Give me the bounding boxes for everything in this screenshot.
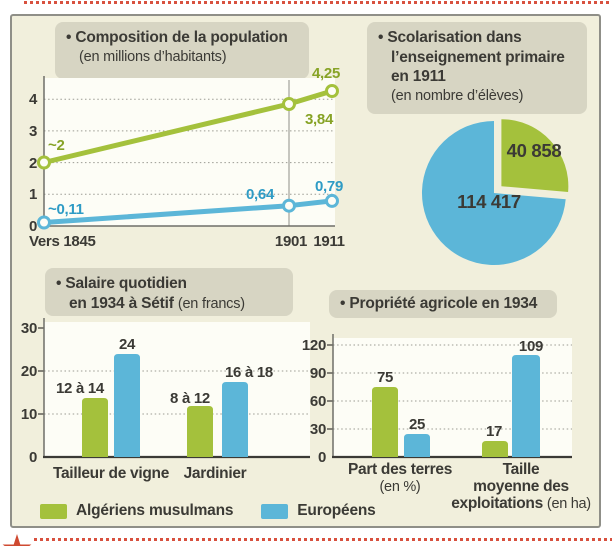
population-unit: (en millions d’habitants) (79, 48, 227, 65)
property-title: • Propriété agricole en 1934 (340, 295, 538, 312)
schooling-title-box: • Scolarisation dans l’enseignement prim… (367, 22, 587, 114)
top-dotted-rule (24, 1, 612, 4)
wages-title-line1: • Salaire quotidien (56, 275, 187, 292)
wages-title-line2: en 1934 à Sétif (en francs) (69, 294, 245, 312)
population-title: • Composition de la population (66, 29, 288, 46)
europeans-legend-swatch (261, 503, 289, 519)
bullet-icon: • (56, 275, 62, 292)
population-title-box: • Composition de la population (en milli… (55, 22, 309, 79)
legend-label-europeans: Européens (297, 502, 376, 519)
bullet-icon: • (378, 29, 384, 46)
property-title-box: • Propriété agricole en 1934 (329, 290, 557, 318)
star-icon (2, 534, 32, 546)
legend: Algériens musulmans Européens (40, 502, 376, 520)
schooling-title-line1: • Scolarisation dans (378, 29, 522, 46)
wages-title-box: • Salaire quotidien en 1934 à Sétif (en … (45, 268, 293, 316)
schooling-unit: (en nombre d’élèves) (391, 87, 524, 104)
schooling-title-line3: en 1911 (391, 68, 446, 86)
schooling-title-line2: l’enseignement primaire (391, 48, 565, 66)
bullet-icon: • (66, 29, 72, 46)
algerians-legend-swatch (40, 503, 67, 519)
bottom-dotted-rule (34, 538, 612, 541)
legend-label-algerians: Algériens musulmans (76, 502, 234, 519)
wages-unit: (en francs) (177, 295, 245, 312)
bullet-icon: • (340, 295, 346, 312)
